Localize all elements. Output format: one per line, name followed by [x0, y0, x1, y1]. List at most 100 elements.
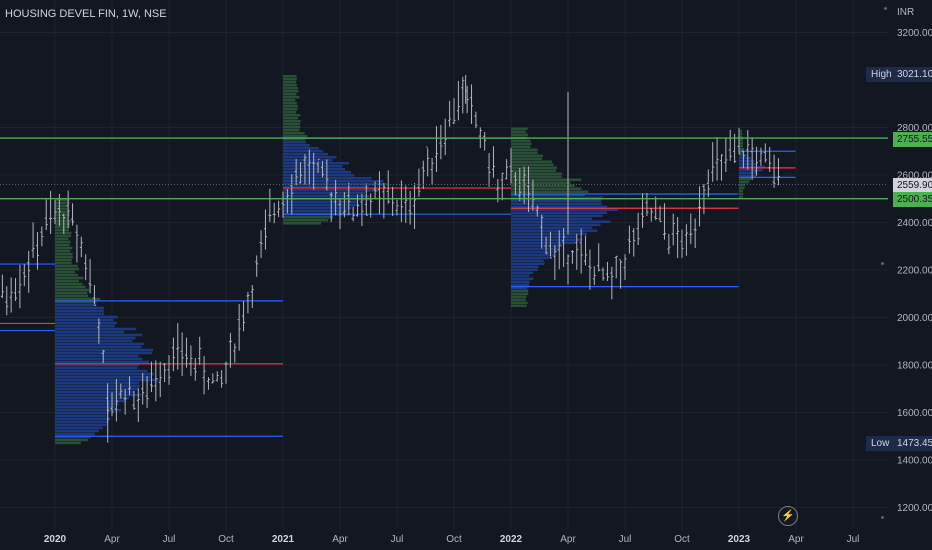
volume-profile-bar [55, 228, 69, 232]
volume-profile-bar [511, 214, 603, 217]
volume-profile-bar [55, 207, 69, 211]
volume-profile-bar [55, 255, 73, 259]
volume-profile-bar [511, 199, 602, 202]
volume-profile-bar [283, 114, 301, 117]
volume-profile-bar [511, 232, 588, 235]
volume-profile-bar [511, 223, 601, 226]
volume-profile-bar [55, 429, 99, 433]
volume-profile-bar [739, 159, 755, 163]
volume-profile-bar [511, 142, 532, 145]
volume-profile-bar [55, 204, 68, 208]
volume-profile-bar [283, 123, 300, 126]
volume-profile-bar [511, 259, 544, 262]
volume-profile-bar [55, 297, 101, 301]
x-tick-label: Oct [674, 534, 690, 545]
volume-profile-bar [511, 130, 526, 133]
volume-profile-bar [283, 171, 352, 174]
x-tick-label: Jul [391, 534, 404, 545]
volume-profile-bar [739, 171, 758, 175]
x-tick-label: 2023 [728, 534, 751, 545]
volume-profile-bar [55, 201, 70, 205]
volume-profile-bar [739, 183, 746, 187]
axis-dot-bottom [881, 516, 884, 519]
volume-profile-bar [55, 309, 104, 313]
volume-profile-bar [283, 84, 297, 87]
currency-label: INR [897, 7, 914, 18]
volume-profile-bar [511, 196, 603, 199]
volume-profile-bar [511, 169, 557, 172]
volume-profile-bar [283, 219, 329, 222]
volume-profile-bar [739, 195, 743, 199]
volume-profile-bar [55, 300, 97, 304]
volume-profile-bar [283, 201, 357, 204]
green-upper-badge: 2755.55 [893, 132, 932, 147]
volume-profile-bar [283, 93, 297, 96]
volume-profile-bar [739, 174, 757, 178]
low-value: 1473.45 [893, 436, 932, 451]
volume-profile-bar [511, 190, 589, 193]
x-tick-label: 2020 [44, 534, 67, 545]
volume-profile-bar [511, 211, 607, 214]
volume-profile-bar [511, 244, 563, 247]
volume-profile-bar [283, 222, 322, 225]
volume-profile-bar [283, 138, 306, 141]
volume-profile-bar [739, 180, 749, 184]
volume-profile-bar [55, 381, 140, 385]
volume-profile-bar [283, 144, 310, 147]
volume-profile-bar [511, 160, 552, 163]
y-tick-label: 1800.00 [897, 361, 932, 372]
volume-profile-bar [55, 231, 72, 235]
volume-profile-bar [55, 291, 88, 295]
volume-profile-bar [55, 390, 135, 394]
volume-profile-bar [283, 126, 301, 129]
volume-profile-bar [283, 102, 297, 105]
y-tick-label: 2800.00 [897, 123, 932, 134]
axis-dot-mid [881, 262, 884, 265]
y-tick-label: 1600.00 [897, 408, 932, 419]
volume-profile-bar [283, 129, 300, 132]
volume-profile-bar [55, 306, 104, 310]
volume-profile-bar [55, 423, 107, 427]
current-price-badge: 2559.90 [893, 178, 932, 193]
x-tick-label: Oct [446, 534, 462, 545]
volume-profile-bar [739, 153, 747, 157]
volume-profile-bar [511, 247, 559, 250]
volume-profile-bar [55, 288, 89, 292]
volume-profile-bar [55, 330, 125, 334]
volume-profile-bar [55, 240, 71, 244]
x-tick-label: 2022 [500, 534, 523, 545]
volume-profile-bar [283, 174, 355, 177]
y-tick-label: 2400.00 [897, 218, 932, 229]
volume-profile-bar [739, 147, 744, 151]
volume-profile-bar [55, 234, 72, 238]
volume-profile-bar [55, 315, 118, 319]
volume-profile-bar [55, 252, 73, 256]
volume-profile-bar [511, 280, 530, 283]
y-tick-label: 2600.00 [897, 171, 932, 182]
y-tick-label: 1400.00 [897, 456, 932, 467]
volume-profile-bar [283, 111, 297, 114]
x-tick-label: Jul [847, 534, 860, 545]
volume-profile-bar [283, 207, 352, 210]
volume-profile-bar [739, 138, 744, 142]
x-tick-label: Oct [218, 534, 234, 545]
volume-profile-bar [511, 250, 558, 253]
volume-profile-bar [55, 243, 70, 247]
volume-profile-bar [511, 271, 534, 274]
volume-profile-bar [511, 253, 554, 256]
volume-profile-bar [55, 321, 117, 325]
volume-profile-bar [55, 441, 81, 445]
volume-profile-bar [55, 246, 73, 250]
volume-profile-bar [511, 181, 571, 184]
lightning-icon[interactable]: ⚡ [778, 506, 798, 526]
volume-profile-bar [283, 204, 360, 207]
volume-profile-bar [55, 411, 107, 415]
volume-profile-bar [283, 183, 387, 186]
volume-profile-bar [55, 261, 72, 265]
x-tick-label: Apr [788, 534, 804, 545]
axis-menu-dot[interactable] [884, 7, 887, 10]
volume-profile-bar [739, 192, 744, 196]
volume-profile-bar [283, 180, 384, 183]
